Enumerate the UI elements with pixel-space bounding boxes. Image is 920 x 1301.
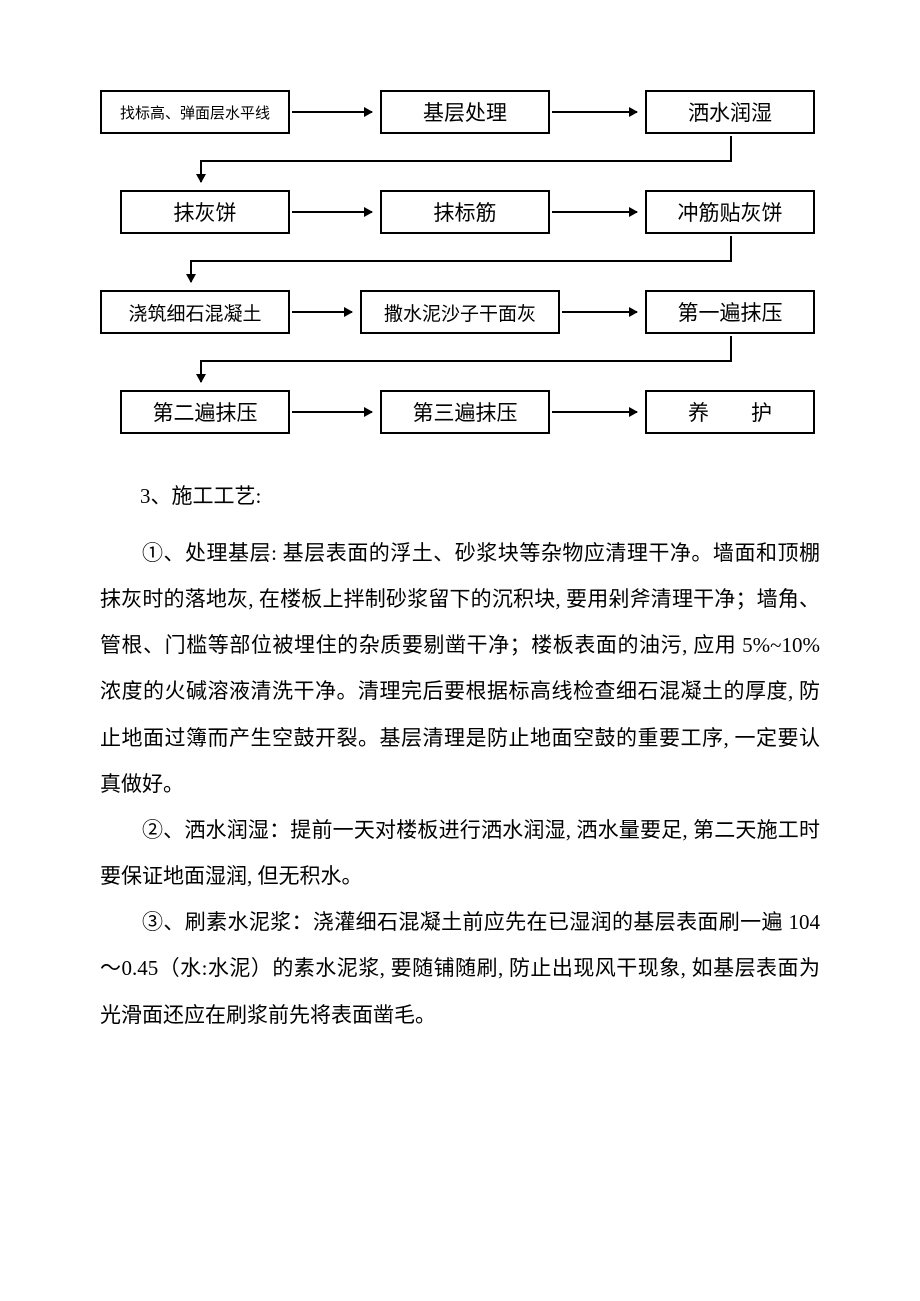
content-body: ①、处理基层: 基层表面的浮土、砂浆块等杂物应清理干净。墙面和顶棚抹灰时的落地灰… (100, 530, 820, 1038)
connector-n3-n4-v1 (730, 136, 732, 162)
flow-node-n6: 冲筋贴灰饼 (645, 190, 815, 234)
paragraph-1: ①、处理基层: 基层表面的浮土、砂浆块等杂物应清理干净。墙面和顶棚抹灰时的落地灰… (100, 530, 820, 807)
section-title: 3、施工工艺: (140, 478, 820, 516)
connector-n6-n7-h (190, 260, 732, 262)
flow-node-n12: 养 护 (645, 390, 815, 434)
arrow-n7-n8 (292, 311, 352, 313)
arrow-n4-n5 (292, 211, 372, 213)
arrow-n10-n11 (292, 411, 372, 413)
flow-node-n4: 抹灰饼 (120, 190, 290, 234)
flow-node-n7: 浇筑细石混凝土 (100, 290, 290, 334)
connector-n6-n7-v1 (730, 236, 732, 262)
paragraph-2: ②、洒水润湿：提前一天对楼板进行洒水润湿, 洒水量要足, 第二天施工时要保证地面… (100, 807, 820, 899)
arrow-n2-n3 (552, 111, 637, 113)
connector-n9-n10-v1 (730, 336, 732, 362)
paragraph-3: ③、刷素水泥浆：浇灌细石混凝土前应先在已湿润的基层表面刷一遍 104～0.45（… (100, 899, 820, 1038)
section-number: 3 (140, 484, 151, 508)
arrow-n8-n9 (562, 311, 637, 313)
connector-n3-n4-v2 (200, 160, 202, 182)
flow-node-n1: 找标高、弹面层水平线 (100, 90, 290, 134)
arrow-n5-n6 (552, 211, 637, 213)
arrow-n1-n2 (292, 111, 372, 113)
flow-node-n10: 第二遍抹压 (120, 390, 290, 434)
connector-n3-n4-h (200, 160, 732, 162)
flow-node-n3: 洒水润湿 (645, 90, 815, 134)
flow-node-n8: 撒水泥沙子干面灰 (360, 290, 560, 334)
connector-n9-n10-h (200, 360, 732, 362)
section-title-text: 施工工艺 (172, 484, 256, 508)
arrow-n11-n12 (552, 411, 637, 413)
flow-node-n11: 第三遍抹压 (380, 390, 550, 434)
process-flowchart: 找标高、弹面层水平线 基层处理 洒水润湿抹灰饼 抹标筋 冲筋贴灰饼浇筑细石混凝土 撒水泥沙… (100, 90, 820, 470)
flow-node-n5: 抹标筋 (380, 190, 550, 234)
connector-n9-n10-v2 (200, 360, 202, 382)
connector-n6-n7-v2 (190, 260, 192, 282)
flow-node-n2: 基层处理 (380, 90, 550, 134)
flow-node-n9: 第一遍抹压 (645, 290, 815, 334)
